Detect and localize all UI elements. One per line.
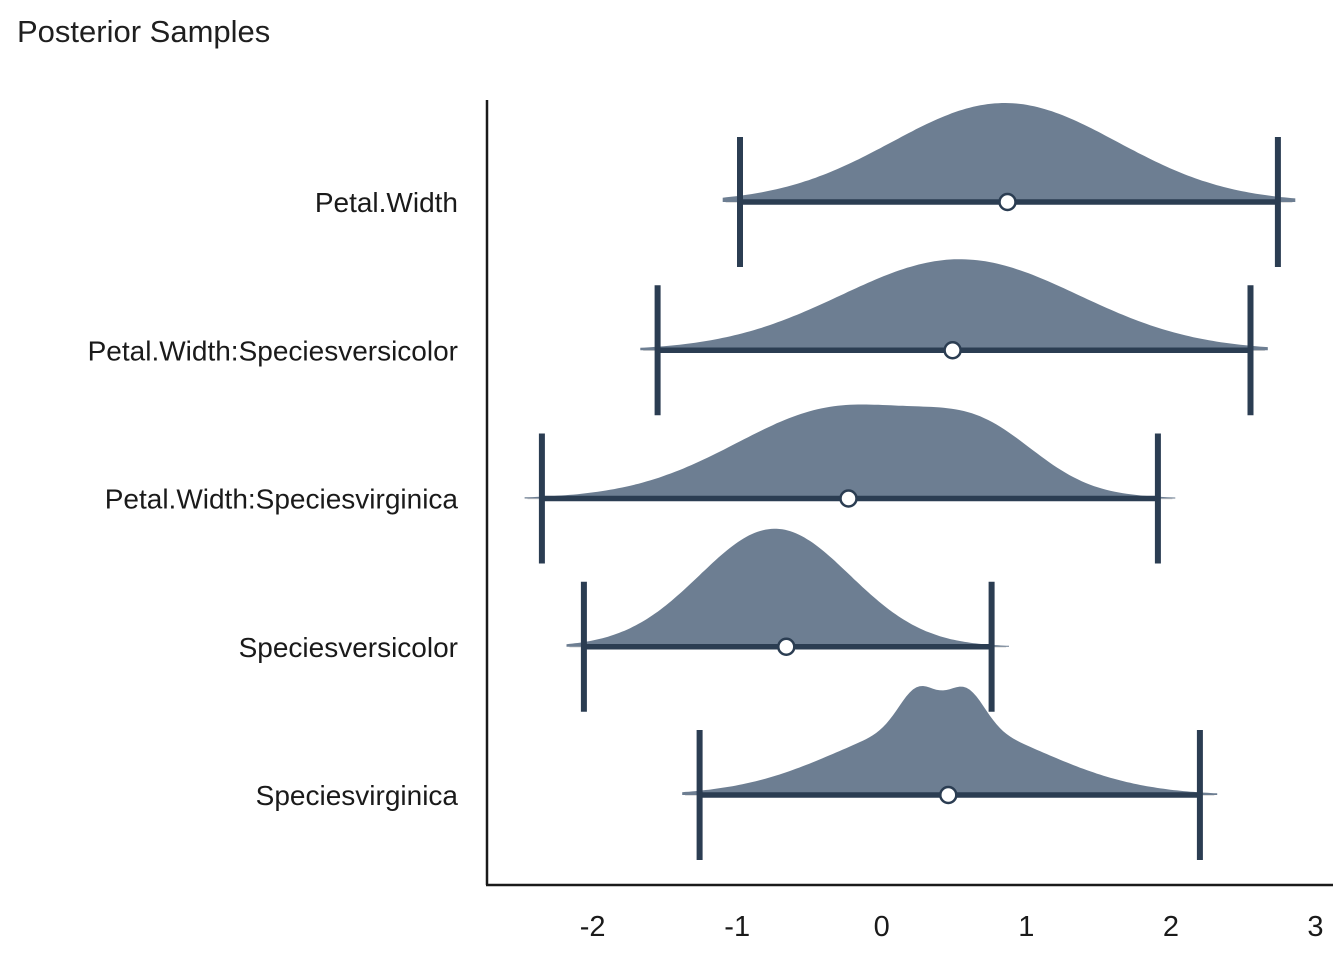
row-Petal.Width:Speciesversicolor: Petal.Width:Speciesversicolor <box>88 259 1268 416</box>
density-slab <box>682 686 1218 795</box>
row-Petal.Width: Petal.Width <box>315 103 1296 267</box>
density-slab <box>722 103 1296 202</box>
row-Speciesversicolor: Speciesversicolor <box>239 528 1009 712</box>
category-label: Speciesvirginica <box>256 780 459 811</box>
category-label: Speciesversicolor <box>239 632 458 663</box>
median-point <box>839 489 858 508</box>
density-slab <box>524 404 1176 499</box>
category-label: Petal.Width:Speciesvirginica <box>105 484 459 515</box>
x-tick-label: 2 <box>1163 911 1179 943</box>
row-Petal.Width:Speciesvirginica: Petal.Width:Speciesvirginica <box>105 404 1176 564</box>
category-label: Petal.Width:Speciesversicolor <box>88 335 458 366</box>
density-slab <box>566 528 1009 647</box>
category-label: Petal.Width <box>315 187 458 218</box>
density-slab <box>640 259 1268 351</box>
row-Speciesvirginica: Speciesvirginica <box>256 686 1218 860</box>
plot-area: Petal.Width Petal.Width:Speciesversicolor… <box>88 100 1333 943</box>
chart-title: Posterior Samples <box>17 14 270 49</box>
median-point <box>939 785 958 805</box>
x-tick-label: 0 <box>874 911 890 943</box>
x-tick-label: 1 <box>1018 911 1034 943</box>
x-tick-label: -2 <box>580 911 606 943</box>
x-tick-label: -1 <box>724 911 750 943</box>
median-point <box>998 192 1017 212</box>
x-tick-label: 3 <box>1307 911 1323 943</box>
median-point <box>777 637 796 656</box>
median-point <box>943 341 962 360</box>
